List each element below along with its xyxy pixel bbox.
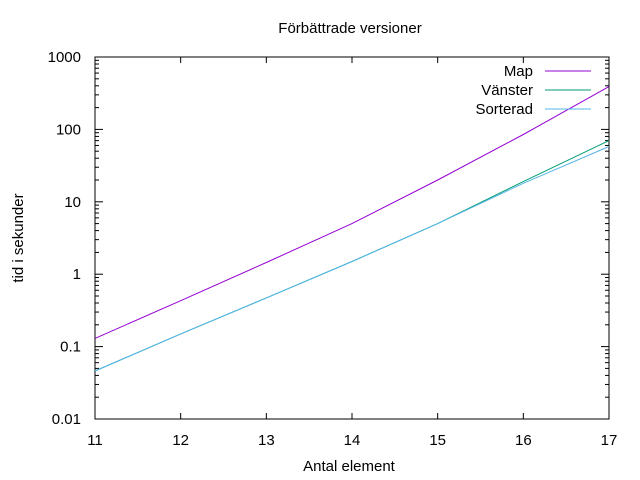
x-axis-label: Antal element bbox=[303, 458, 396, 475]
legend-label: Sorterad bbox=[475, 101, 533, 118]
series-lines bbox=[94, 86, 610, 372]
x-tick-label: 16 bbox=[515, 432, 532, 449]
legend-label: Vänster bbox=[481, 82, 533, 99]
x-tick-label: 12 bbox=[172, 432, 189, 449]
chart-title: Förbättrade versioner bbox=[278, 20, 421, 37]
x-tick-label: 13 bbox=[258, 432, 275, 449]
x-tick-label: 17 bbox=[601, 432, 618, 449]
y-tick-label: 100 bbox=[56, 121, 81, 138]
y-tick-label: 0.1 bbox=[60, 339, 81, 356]
x-tick-label: 15 bbox=[429, 432, 446, 449]
y-tick-label: 10 bbox=[64, 194, 81, 211]
series-line-map bbox=[94, 86, 610, 339]
x-tick-label: 11 bbox=[87, 432, 103, 449]
y-axis-label: tid i sekunder bbox=[10, 193, 27, 282]
axis-ticks: 11 12 13 14 15 16 17 0.01 0.1 1 10 100 1000 bbox=[48, 49, 618, 449]
x-tick-label: 14 bbox=[344, 432, 361, 449]
legend-label: Map bbox=[504, 63, 533, 80]
legend: Map Vänster Sorterad bbox=[475, 63, 591, 118]
series-line-sorterad bbox=[94, 146, 610, 372]
series-line-vänster bbox=[94, 140, 610, 372]
y-tick-label: 1000 bbox=[48, 49, 81, 66]
y-tick-label: 1 bbox=[73, 266, 81, 283]
y-tick-label: 0.01 bbox=[52, 411, 81, 428]
